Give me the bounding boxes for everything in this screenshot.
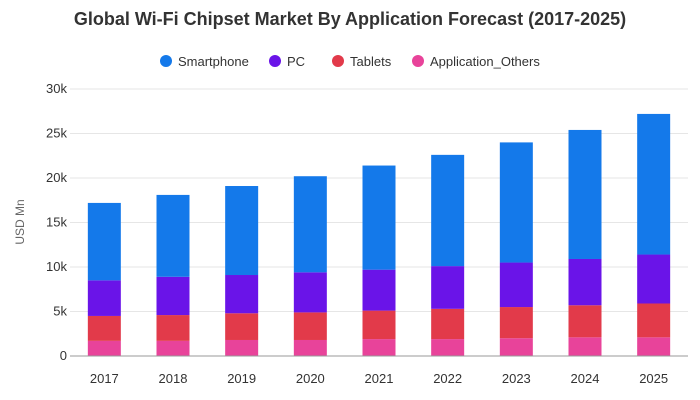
bar-application-others-2019[interactable]	[225, 339, 259, 356]
x-tick-label-2023: 2023	[502, 371, 531, 386]
bar-application-others-2020[interactable]	[293, 339, 327, 356]
y-axis: 0 5k 10k 15k 20k 25k 30k	[46, 81, 67, 363]
bar-application-others-2021[interactable]	[362, 339, 396, 356]
bar-tablets-2025[interactable]	[637, 303, 671, 338]
bar-pc-2021[interactable]	[362, 269, 396, 311]
x-tick-label-2024: 2024	[571, 371, 600, 386]
bar-application-others-2023[interactable]	[499, 338, 533, 356]
x-tick-label-2017: 2017	[90, 371, 119, 386]
bar-tablets-2022[interactable]	[431, 308, 465, 340]
bar-pc-2020[interactable]	[293, 272, 327, 313]
chart-title: Global Wi-Fi Chipset Market By Applicati…	[74, 9, 626, 29]
legend-swatch-application-others	[412, 55, 424, 67]
bar-pc-2023[interactable]	[499, 262, 533, 308]
bar-pc-2017[interactable]	[87, 280, 121, 316]
bar-application-others-2017[interactable]	[87, 340, 121, 356]
bar-tablets-2019[interactable]	[225, 313, 259, 340]
legend-swatch-smartphone	[160, 55, 172, 67]
bar-pc-2022[interactable]	[431, 266, 465, 309]
bar-smartphone-2018[interactable]	[156, 194, 190, 277]
x-tick-label-2019: 2019	[227, 371, 256, 386]
bar-tablets-2020[interactable]	[293, 312, 327, 340]
legend-item-pc[interactable]: PC	[269, 54, 305, 69]
x-tick-label-2021: 2021	[365, 371, 394, 386]
bar-smartphone-2022[interactable]	[431, 154, 465, 267]
y-tick-label-15k: 15k	[46, 215, 67, 230]
x-tick-label-2018: 2018	[159, 371, 188, 386]
legend-label-smartphone: Smartphone	[178, 54, 249, 69]
legend-swatch-pc	[269, 55, 281, 67]
bar-tablets-2018[interactable]	[156, 315, 190, 341]
bar-pc-2019[interactable]	[225, 275, 259, 314]
bar-tablets-2024[interactable]	[568, 305, 602, 338]
legend-item-application-others[interactable]: Application_Others	[412, 54, 540, 69]
bar-pc-2024[interactable]	[568, 258, 602, 306]
bar-tablets-2023[interactable]	[499, 307, 533, 339]
y-tick-label-10k: 10k	[46, 259, 67, 274]
y-tick-label-0: 0	[60, 348, 67, 363]
x-axis: 2017 2018 2019 2020 2021 2022 2023 2024 2025	[70, 355, 688, 386]
bar-tablets-2021[interactable]	[362, 310, 396, 340]
bar-application-others-2025[interactable]	[637, 337, 671, 356]
bar-application-others-2022[interactable]	[431, 339, 465, 356]
x-tick-label-2020: 2020	[296, 371, 325, 386]
bar-smartphone-2025[interactable]	[637, 113, 671, 255]
legend: Smartphone PC Tablets Application_Others	[160, 54, 540, 69]
bar-pc-2025[interactable]	[637, 254, 671, 304]
y-tick-label-30k: 30k	[46, 81, 67, 96]
bar-smartphone-2017[interactable]	[87, 202, 121, 281]
legend-label-application-others: Application_Others	[430, 54, 540, 69]
bar-application-others-2018[interactable]	[156, 340, 190, 356]
y-tick-label-5k: 5k	[53, 304, 67, 319]
legend-label-tablets: Tablets	[350, 54, 392, 69]
x-tick-label-2022: 2022	[433, 371, 462, 386]
y-tick-label-20k: 20k	[46, 170, 67, 185]
legend-swatch-tablets	[332, 55, 344, 67]
y-tick-label-25k: 25k	[46, 126, 67, 141]
bar-smartphone-2021[interactable]	[362, 165, 396, 270]
legend-item-tablets[interactable]: Tablets	[332, 54, 392, 69]
bar-smartphone-2023[interactable]	[499, 142, 533, 263]
bar-smartphone-2024[interactable]	[568, 129, 602, 259]
bar-smartphone-2020[interactable]	[293, 176, 327, 273]
y-axis-title: USD Mn	[13, 199, 27, 244]
legend-label-pc: PC	[287, 54, 305, 69]
legend-item-smartphone[interactable]: Smartphone	[160, 54, 249, 69]
x-tick-label-2025: 2025	[639, 371, 668, 386]
bar-tablets-2017[interactable]	[87, 315, 121, 341]
bar-application-others-2024[interactable]	[568, 337, 602, 356]
bars	[87, 113, 671, 356]
bar-pc-2018[interactable]	[156, 276, 190, 316]
bar-smartphone-2019[interactable]	[225, 186, 259, 276]
